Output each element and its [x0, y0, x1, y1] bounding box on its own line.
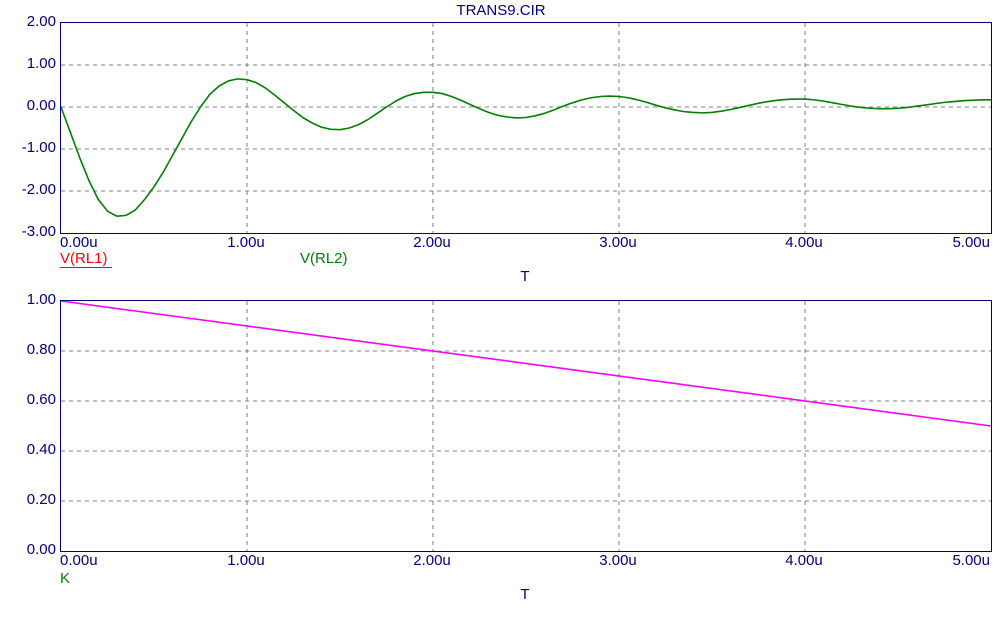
plot1-legend-underline — [60, 267, 112, 268]
plot1-legend-V(RL2): V(RL2) — [300, 250, 348, 267]
plot1-xtick-label: 4.00u — [785, 234, 823, 251]
plot1-xtick-label: 5.00u — [952, 234, 990, 251]
plot1-ytick-label: 1.00 — [27, 55, 56, 72]
plot2-ytick-label: 0.20 — [27, 491, 56, 508]
plot2-ytick-label: 0.40 — [27, 441, 56, 458]
plot2-xtick-label: 4.00u — [785, 552, 823, 569]
plot1-x-axis-title: T — [60, 268, 990, 285]
page-title: TRANS9.CIR — [0, 2, 1002, 19]
plot1-ytick-label: -3.00 — [22, 223, 56, 240]
plot1-ytick-label: 2.00 — [27, 13, 56, 30]
plot2-frame — [60, 300, 992, 552]
plot2-ytick-label: 0.80 — [27, 341, 56, 358]
simulation-plot-page: TRANS9.CIR T T -3.00 -2.00 -1.00 0.00 1.00 2.… — [0, 0, 1002, 622]
plot1-xtick-label: 2.00u — [413, 234, 451, 251]
plot1-ytick-label: -2.00 — [22, 181, 56, 198]
plot1-frame — [60, 22, 992, 234]
series-K — [61, 301, 991, 426]
series-V(RL2) — [61, 79, 991, 216]
plot2-ytick-label: 1.00 — [27, 291, 56, 308]
plot2-ytick-label: 0.00 — [27, 541, 56, 558]
plot1-xtick-label: 0.00u — [60, 234, 98, 251]
plot2-canvas — [61, 301, 991, 551]
plot1-ytick-label: -1.00 — [22, 139, 56, 156]
plot2-ytick-label: 0.60 — [27, 391, 56, 408]
plot2-xtick-label: 0.00u — [60, 552, 98, 569]
plot1-xtick-label: 3.00u — [599, 234, 637, 251]
plot1-xtick-label: 1.00u — [227, 234, 265, 251]
plot1-ytick-label: 0.00 — [27, 97, 56, 114]
plot2-xtick-label: 1.00u — [227, 552, 265, 569]
plot2-legend-K: K — [60, 570, 70, 587]
plot2-xtick-label: 2.00u — [413, 552, 451, 569]
plot1-legend-V(RL1): V(RL1) — [60, 250, 108, 267]
plot1-canvas — [61, 23, 991, 233]
plot2-xtick-label: 3.00u — [599, 552, 637, 569]
plot2-x-axis-title: T — [60, 586, 990, 603]
plot2-xtick-label: 5.00u — [952, 552, 990, 569]
